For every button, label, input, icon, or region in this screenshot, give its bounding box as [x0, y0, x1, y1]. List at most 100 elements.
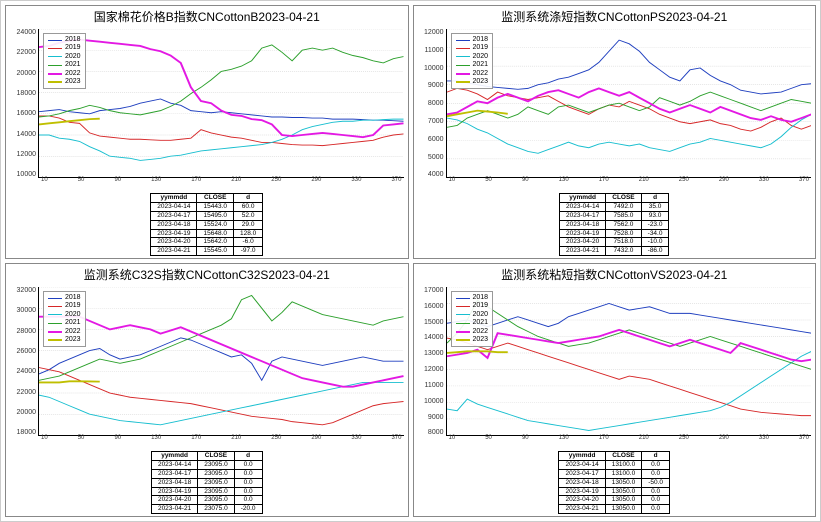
x-tick-label: 50 [78, 177, 85, 183]
y-tick-label: 14000 [8, 131, 36, 138]
legend-swatch [48, 73, 62, 75]
x-tick-label: 50 [485, 177, 492, 183]
panel-p2: 监测系统涤短指数CNCottonPS2023-04-21120001100010… [413, 5, 817, 259]
y-tick-label: 12000 [416, 29, 444, 36]
series-2023 [39, 381, 100, 382]
chart-wrap: 1700016000150001400013000120001100010000… [414, 285, 816, 450]
x-tick-label: 290 [311, 177, 321, 183]
legend-item-2020: 2020 [456, 53, 489, 61]
chart-title: 国家棉花价格B指数CNCottonB2023-04-21 [6, 6, 408, 27]
table-row: 2023-04-1713100.00.0 [559, 470, 670, 479]
table-header: CLOSE [198, 452, 235, 461]
legend-item-2018: 2018 [48, 294, 81, 302]
chart-svg [39, 287, 404, 435]
table-header: yymmdd [559, 452, 605, 461]
legend-item-2022: 2022 [48, 328, 81, 336]
y-tick-label: 10000 [416, 65, 444, 72]
legend-item-2020: 2020 [48, 311, 81, 319]
x-tick-label: 250 [679, 177, 689, 183]
table-cell: 2023-04-20 [151, 496, 197, 505]
y-tick-label: 10000 [8, 171, 36, 178]
x-tick-label: 250 [271, 435, 281, 441]
legend-swatch [456, 48, 470, 49]
legend-item-2023: 2023 [456, 336, 489, 344]
legend-label: 2019 [473, 44, 489, 52]
x-tick-label: 330 [759, 177, 769, 183]
data-table: yymmddCLOSEd2023-04-1413100.00.02023-04-… [558, 451, 670, 514]
table-cell: -97.0 [233, 247, 262, 256]
legend: 201820192020202120222023 [451, 291, 494, 347]
legend-item-2022: 2022 [456, 328, 489, 336]
series-2023 [447, 351, 508, 353]
legend-swatch [48, 306, 62, 307]
table-row: 2023-04-1915648.0128.0 [151, 229, 263, 238]
legend-item-2021: 2021 [456, 319, 489, 327]
legend-item-2021: 2021 [456, 61, 489, 69]
legend-swatch [48, 314, 62, 315]
table-cell: 23095.0 [198, 478, 235, 487]
legend-swatch [48, 339, 62, 341]
legend-swatch [456, 56, 470, 57]
table-cell: 7432.0 [606, 247, 641, 256]
legend-item-2020: 2020 [48, 53, 81, 61]
legend-swatch [48, 56, 62, 57]
legend-swatch [456, 306, 470, 307]
table-cell: 2023-04-14 [151, 203, 197, 212]
y-axis: 1700016000150001400013000120001100010000… [414, 285, 446, 450]
table-row: 2023-04-1413100.00.0 [559, 461, 670, 470]
y-tick-label: 13000 [416, 350, 444, 357]
table-cell: 2023-04-20 [559, 496, 605, 505]
legend-swatch [48, 331, 62, 333]
table-cell: 2023-04-20 [151, 238, 197, 247]
table-cell: 2023-04-18 [559, 478, 605, 487]
x-tick-label: 90 [522, 435, 529, 441]
y-tick-label: 24000 [8, 29, 36, 36]
y-tick-label: 9000 [416, 82, 444, 89]
table-header: yymmdd [151, 194, 197, 203]
table-row: 2023-04-1913050.00.0 [559, 487, 670, 496]
legend-label: 2018 [65, 294, 81, 302]
series-2020 [447, 351, 812, 430]
series-2019 [39, 368, 404, 425]
series-2020 [39, 119, 404, 160]
table-cell: 7585.0 [606, 212, 641, 221]
table-cell: 15648.0 [197, 229, 234, 238]
table-header: CLOSE [606, 194, 641, 203]
table-cell: 0.0 [234, 496, 262, 505]
table-cell: 13100.0 [605, 461, 642, 470]
y-tick-label: 20000 [8, 409, 36, 416]
legend-label: 2022 [473, 70, 489, 78]
chart-title: 监测系统粘短指数CNCottonVS2023-04-21 [414, 264, 816, 285]
table-cell: 2023-04-14 [559, 461, 605, 470]
table-cell: 7562.0 [606, 220, 641, 229]
table-cell: 2023-04-18 [151, 478, 197, 487]
legend-item-2022: 2022 [48, 70, 81, 78]
table-cell: 2023-04-18 [151, 220, 197, 229]
legend-label: 2020 [65, 311, 81, 319]
legend-swatch [456, 73, 470, 75]
x-tick-label: 210 [231, 177, 241, 183]
table-cell: 0.0 [642, 505, 670, 514]
table-cell: 15495.0 [197, 212, 234, 221]
panel-p1: 国家棉花价格B指数CNCottonB2023-04-21240002200020… [5, 5, 409, 259]
legend-swatch [48, 81, 62, 83]
legend-label: 2020 [473, 53, 489, 61]
table-row: 2023-04-2115545.0-97.0 [151, 247, 263, 256]
series-2021 [39, 45, 404, 117]
series-2019 [447, 338, 812, 416]
legend-label: 2020 [65, 53, 81, 61]
legend-item-2019: 2019 [456, 44, 489, 52]
table-cell: 2023-04-17 [559, 470, 605, 479]
legend-label: 2018 [473, 36, 489, 44]
table-cell: 2023-04-14 [151, 461, 197, 470]
legend-swatch [456, 298, 470, 299]
legend: 201820192020202120222023 [43, 33, 86, 89]
y-tick-label: 10000 [416, 398, 444, 405]
y-tick-label: 14000 [416, 334, 444, 341]
x-tick-label: 130 [559, 435, 569, 441]
table-cell: 2023-04-19 [559, 487, 605, 496]
legend-item-2023: 2023 [456, 78, 489, 86]
legend-label: 2023 [65, 78, 81, 86]
table-row: 2023-04-197528.0-34.0 [560, 229, 669, 238]
plot-area: 1050901301702102502903303702018201920202… [446, 287, 812, 436]
